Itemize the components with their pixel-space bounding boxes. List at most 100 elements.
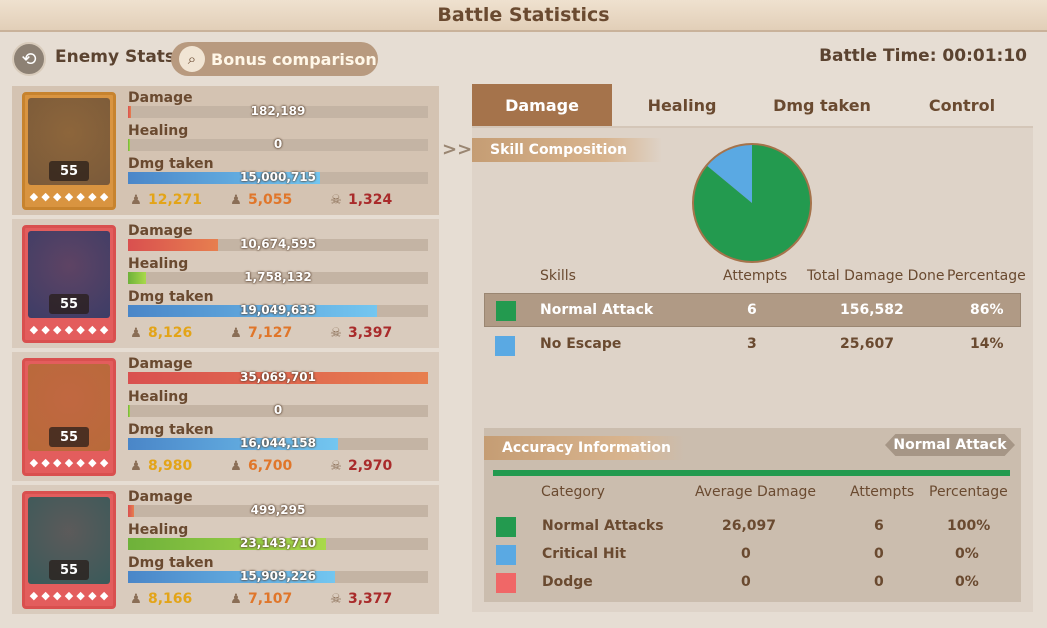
dmg-taken-label: Dmg taken bbox=[128, 422, 214, 438]
skill-name: No Escape bbox=[540, 336, 622, 352]
damage-stat: Damage 499,295 bbox=[128, 489, 428, 517]
skill-percentage: 86% bbox=[970, 302, 1004, 318]
skill-attempts: 6 bbox=[747, 302, 757, 318]
switch-side-button[interactable]: ⟲ bbox=[12, 42, 46, 76]
heavy-wounded-count: ♟ 5,055 bbox=[228, 190, 328, 210]
skull-icon: ☠ bbox=[330, 325, 342, 341]
skill-color-swatch bbox=[496, 301, 516, 321]
enemy-stats-label: Enemy Stats bbox=[55, 47, 176, 67]
damage-label: Damage bbox=[128, 356, 193, 372]
troop-counts: ♟ 8,980 ♟ 6,700 ☠ 2,970 bbox=[128, 456, 428, 476]
accuracy-row: Critical Hit 0 0 0% bbox=[484, 542, 1021, 568]
healing-bar-fill bbox=[128, 538, 326, 550]
dmg-taken-value: 16,044,158 bbox=[240, 436, 316, 450]
col-percentage: Percentage bbox=[947, 268, 1026, 284]
light-wounded-count: ♟ 8,166 bbox=[128, 589, 228, 609]
hero-portrait: 55 ◆ ◆ ◆ ◆ ◆ ◆ ◆ bbox=[22, 491, 116, 609]
healing-stat: Healing 23,143,710 bbox=[128, 522, 428, 550]
col-total-damage: Total Damage Done bbox=[807, 268, 945, 284]
hero-card[interactable]: 55 ◆ ◆ ◆ ◆ ◆ ◆ ◆ Damage 499,295 Healing 23,143… bbox=[12, 485, 439, 614]
skill-attempts: 3 bbox=[747, 336, 757, 352]
light-wounded-count: ♟ 8,980 bbox=[128, 456, 228, 476]
bonus-comparison-button[interactable]: ⌕ Bonus comparison bbox=[171, 42, 378, 76]
damage-stat: Damage 10,674,595 bbox=[128, 223, 428, 251]
accuracy-percentage: 0% bbox=[955, 546, 979, 562]
col-percentage: Percentage bbox=[929, 484, 1008, 500]
hero-card[interactable]: 55 ◆ ◆ ◆ ◆ ◆ ◆ ◆ Damage 182,189 Healing 0 Dmg … bbox=[12, 86, 439, 215]
accuracy-skill-selector[interactable]: Normal Attack bbox=[885, 434, 1015, 456]
col-attempts: Attempts bbox=[723, 268, 788, 284]
dmg-taken-bar-fill bbox=[128, 571, 335, 583]
healing-label: Healing bbox=[128, 256, 189, 272]
dmg-taken-bar-fill bbox=[128, 305, 377, 317]
dmg-taken-label: Dmg taken bbox=[128, 156, 214, 172]
tab-dmg-taken[interactable]: Dmg taken bbox=[773, 95, 871, 115]
accuracy-bar bbox=[493, 470, 1010, 476]
damage-stat: Damage 182,189 bbox=[128, 90, 428, 118]
healing-label: Healing bbox=[128, 522, 189, 538]
hero-portrait: 55 ◆ ◆ ◆ ◆ ◆ ◆ ◆ bbox=[22, 92, 116, 210]
selected-indicator-icon: >> bbox=[442, 139, 473, 160]
tab-damage[interactable]: Damage bbox=[472, 84, 612, 126]
hero-card[interactable]: 55 ◆ ◆ ◆ ◆ ◆ ◆ ◆ Damage 35,069,701 Healing 0 D… bbox=[12, 352, 439, 481]
damage-bar-fill bbox=[128, 106, 131, 118]
soldier-icon: ♟ bbox=[130, 192, 142, 208]
soldier-icon: ♟ bbox=[230, 325, 242, 341]
healing-bar: 1,758,132 bbox=[128, 270, 428, 284]
col-average-damage: Average Damage bbox=[695, 484, 817, 500]
skills-table-header: Skills Attempts Total Damage Done Percen… bbox=[472, 268, 1033, 290]
healing-bar-fill bbox=[128, 272, 146, 284]
healing-value: 0 bbox=[273, 403, 283, 417]
soldier-icon: ♟ bbox=[230, 458, 242, 474]
heavy-wounded-count: ♟ 7,107 bbox=[228, 589, 328, 609]
accuracy-attempts: 6 bbox=[874, 518, 884, 534]
damage-bar-fill bbox=[128, 239, 218, 251]
healing-label: Healing bbox=[128, 123, 189, 139]
dmg-taken-stat: Dmg taken 19,049,633 bbox=[128, 289, 428, 317]
col-category: Category bbox=[541, 484, 605, 500]
skill-row[interactable]: No Escape 3 25,607 14% bbox=[484, 328, 1021, 362]
dmg-taken-stat: Dmg taken 15,909,226 bbox=[128, 555, 428, 583]
skill-color-swatch bbox=[495, 336, 515, 356]
accuracy-row: Normal Attacks 26,097 6 100% bbox=[484, 514, 1021, 540]
damage-value: 499,295 bbox=[250, 503, 306, 517]
accuracy-average: 26,097 bbox=[722, 518, 777, 534]
accuracy-category: Dodge bbox=[542, 574, 593, 590]
accuracy-attempts: 0 bbox=[874, 546, 884, 562]
skull-icon: ☠ bbox=[330, 458, 342, 474]
dmg-taken-value: 19,049,633 bbox=[240, 303, 316, 317]
tab-control[interactable]: Control bbox=[928, 95, 996, 115]
tab-healing[interactable]: Healing bbox=[647, 95, 717, 115]
battle-time: Battle Time: 00:01:10 bbox=[819, 46, 1027, 66]
damage-bar: 35,069,701 bbox=[128, 370, 428, 384]
dmg-taken-bar-fill bbox=[128, 438, 338, 450]
hero-level: 55 bbox=[49, 161, 89, 181]
dmg-taken-value: 15,000,715 bbox=[240, 170, 316, 184]
dmg-taken-bar-fill bbox=[128, 172, 320, 184]
hero-portrait: 55 ◆ ◆ ◆ ◆ ◆ ◆ ◆ bbox=[22, 225, 116, 343]
soldier-icon: ♟ bbox=[130, 591, 142, 607]
damage-bar: 499,295 bbox=[128, 503, 428, 517]
heavy-wounded-count: ♟ 7,127 bbox=[228, 323, 328, 343]
soldier-icon: ♟ bbox=[230, 192, 242, 208]
troop-counts: ♟ 8,126 ♟ 7,127 ☠ 3,397 bbox=[128, 323, 428, 343]
search-icon: ⌕ bbox=[179, 46, 205, 72]
accuracy-color-swatch bbox=[496, 545, 516, 565]
accuracy-attempts: 0 bbox=[874, 574, 884, 590]
skill-total: 156,582 bbox=[840, 302, 904, 318]
hero-card[interactable]: 55 ◆ ◆ ◆ ◆ ◆ ◆ ◆ Damage 10,674,595 Healing 1,7… bbox=[12, 219, 439, 348]
dmg-taken-value: 15,909,226 bbox=[240, 569, 316, 583]
page-title: Battle Statistics bbox=[437, 4, 610, 26]
soldier-icon: ♟ bbox=[230, 591, 242, 607]
skill-name: Normal Attack bbox=[540, 302, 654, 318]
stats-panel: Damage Healing Dmg taken Control Skill C… bbox=[472, 84, 1033, 612]
damage-value: 182,189 bbox=[250, 104, 306, 118]
accuracy-category: Critical Hit bbox=[542, 546, 627, 562]
accuracy-average: 0 bbox=[741, 574, 751, 590]
damage-stat: Damage 35,069,701 bbox=[128, 356, 428, 384]
skill-total: 25,607 bbox=[840, 336, 895, 352]
skull-icon: ☠ bbox=[330, 192, 342, 208]
dmg-taken-bar: 15,909,226 bbox=[128, 569, 428, 583]
skill-row[interactable]: Normal Attack 6 156,582 86% bbox=[484, 293, 1021, 327]
skill-pie-chart bbox=[691, 142, 813, 264]
